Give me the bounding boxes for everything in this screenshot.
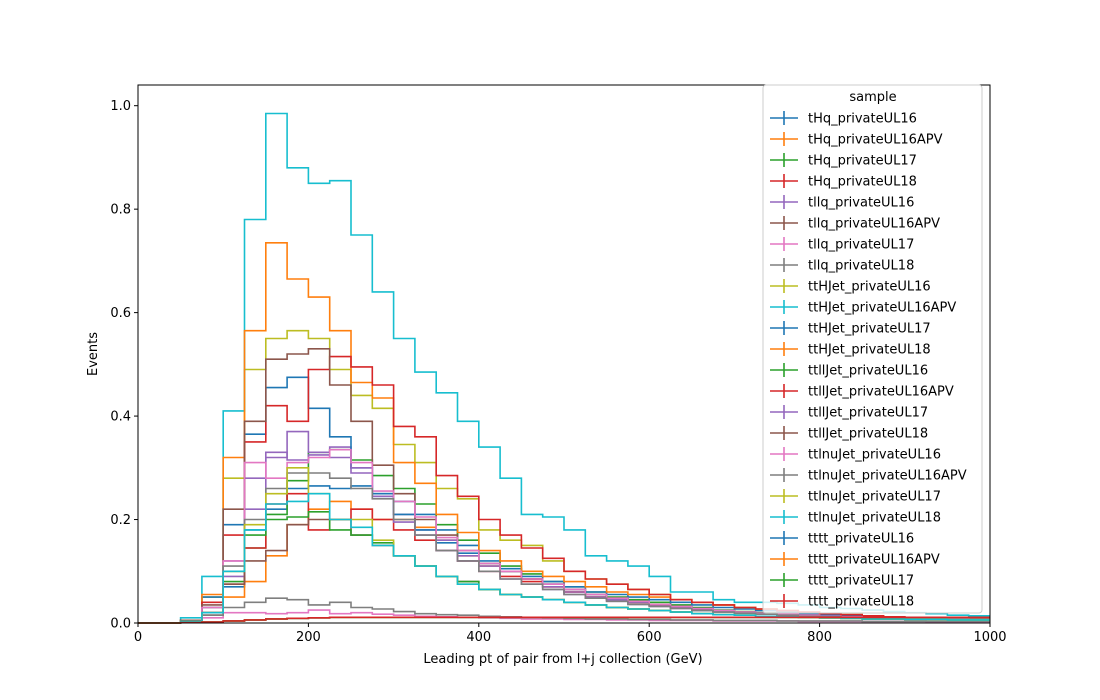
y-tick-label: 0.8 — [110, 203, 131, 218]
legend-label: tttt_privateUL16APV — [808, 553, 940, 568]
legend-entry: ttlnuJet_privateUL16APV — [770, 468, 967, 484]
series-line-tttt_privateUL18 — [138, 616, 990, 624]
legend-entry: tttt_privateUL17 — [770, 573, 914, 589]
y-axis-label: Events — [86, 332, 101, 376]
legend-entry: tHq_privateUL16APV — [770, 132, 943, 148]
x-tick-label: 1000 — [973, 630, 1006, 645]
y-tick-label: 0.6 — [110, 306, 131, 321]
legend-entry: ttlnuJet_privateUL17 — [770, 489, 941, 505]
legend-label: tttt_privateUL17 — [808, 574, 914, 589]
y-tick-label: 0.2 — [110, 513, 131, 528]
x-tick-label: 800 — [807, 630, 832, 645]
legend-entries: tHq_privateUL16 tHq_privateUL16APV tHq_pri… — [770, 111, 967, 610]
legend-title: sample — [849, 90, 896, 105]
legend-label: ttllJet_privateUL17 — [808, 406, 928, 421]
legend-label: ttllJet_privateUL16 — [808, 364, 928, 379]
legend-entry: ttlnuJet_privateUL18 — [770, 510, 941, 526]
legend-label: tttt_privateUL18 — [808, 595, 914, 610]
legend-entry: tHq_privateUL17 — [770, 153, 917, 169]
legend-entry: ttHJet_privateUL16APV — [770, 300, 956, 316]
y-tick-label: 1.0 — [110, 99, 131, 114]
x-tick-label: 400 — [466, 630, 491, 645]
legend-label: ttHJet_privateUL16APV — [808, 301, 956, 316]
legend-entry: ttllJet_privateUL17 — [770, 405, 928, 421]
legend-label: tllq_privateUL16APV — [808, 217, 940, 232]
plot-area — [138, 112, 990, 624]
legend-entry: tllq_privateUL16APV — [770, 216, 940, 232]
legend-label: tllq_privateUL17 — [808, 238, 914, 253]
legend-entry: ttHJet_privateUL16 — [770, 279, 931, 295]
legend-entry: tHq_privateUL18 — [770, 174, 917, 190]
legend-label: ttHJet_privateUL17 — [808, 322, 931, 337]
axes-frame — [137, 84, 991, 624]
legend-entry: ttHJet_privateUL17 — [770, 321, 931, 337]
legend-entry: ttHJet_privateUL18 — [770, 342, 931, 358]
legend-label: ttllJet_privateUL16APV — [808, 385, 954, 400]
legend-entry: ttllJet_privateUL16 — [770, 363, 928, 379]
legend-entry: tllq_privateUL17 — [770, 237, 914, 253]
x-tick-label: 600 — [637, 630, 662, 645]
series-line-ttllJet_privateUL16APV — [138, 355, 990, 624]
x-tick-label: 200 — [296, 630, 321, 645]
series-layer — [138, 112, 990, 624]
legend-label: tllq_privateUL18 — [808, 259, 914, 274]
legend-entry: tttt_privateUL16 — [770, 531, 914, 547]
legend: sample tHq_privateUL16 tHq_privateUL16APV… — [762, 84, 983, 614]
x-axis-ticks: 0 200 400 600 800 1000 — [134, 623, 1007, 645]
legend-entry: tllq_privateUL18 — [770, 258, 914, 274]
legend-entry: ttllJet_privateUL16APV — [770, 384, 954, 400]
y-tick-label: 0.4 — [110, 410, 131, 425]
legend-entry: ttllJet_privateUL18 — [770, 426, 928, 442]
legend-label: ttlnuJet_privateUL16APV — [808, 469, 967, 484]
legend-box — [762, 84, 983, 614]
y-tick-label: 0.0 — [110, 617, 131, 632]
legend-entry: tllq_privateUL16 — [770, 195, 914, 211]
legend-label: ttHJet_privateUL18 — [808, 343, 931, 358]
legend-entry: ttlnuJet_privateUL16 — [770, 447, 941, 463]
x-tick-label: 0 — [134, 630, 142, 645]
legend-label: tttt_privateUL16 — [808, 532, 914, 547]
legend-entry: tttt_privateUL16APV — [770, 552, 940, 568]
legend-label: tHq_privateUL16 — [808, 112, 917, 127]
x-axis-label: Leading pt of pair from l+j collection (… — [423, 652, 702, 667]
legend-label: ttllJet_privateUL18 — [808, 427, 928, 442]
legend-entry: tHq_privateUL16 — [770, 111, 917, 127]
axes-border — [137, 84, 991, 624]
legend-label: tHq_privateUL18 — [808, 175, 917, 190]
legend-label: ttlnuJet_privateUL18 — [808, 511, 941, 526]
legend-label: ttlnuJet_privateUL16 — [808, 448, 941, 463]
legend-entry: tttt_privateUL18 — [770, 594, 914, 610]
legend-label: tllq_privateUL16 — [808, 196, 914, 211]
legend-label: tHq_privateUL16APV — [808, 133, 943, 148]
legend-label: tHq_privateUL17 — [808, 154, 917, 169]
legend-label: ttHJet_privateUL16 — [808, 280, 931, 295]
legend-label: ttlnuJet_privateUL17 — [808, 490, 941, 505]
y-axis-ticks: 0.0 0.2 0.4 0.6 0.8 1.0 — [110, 99, 138, 632]
